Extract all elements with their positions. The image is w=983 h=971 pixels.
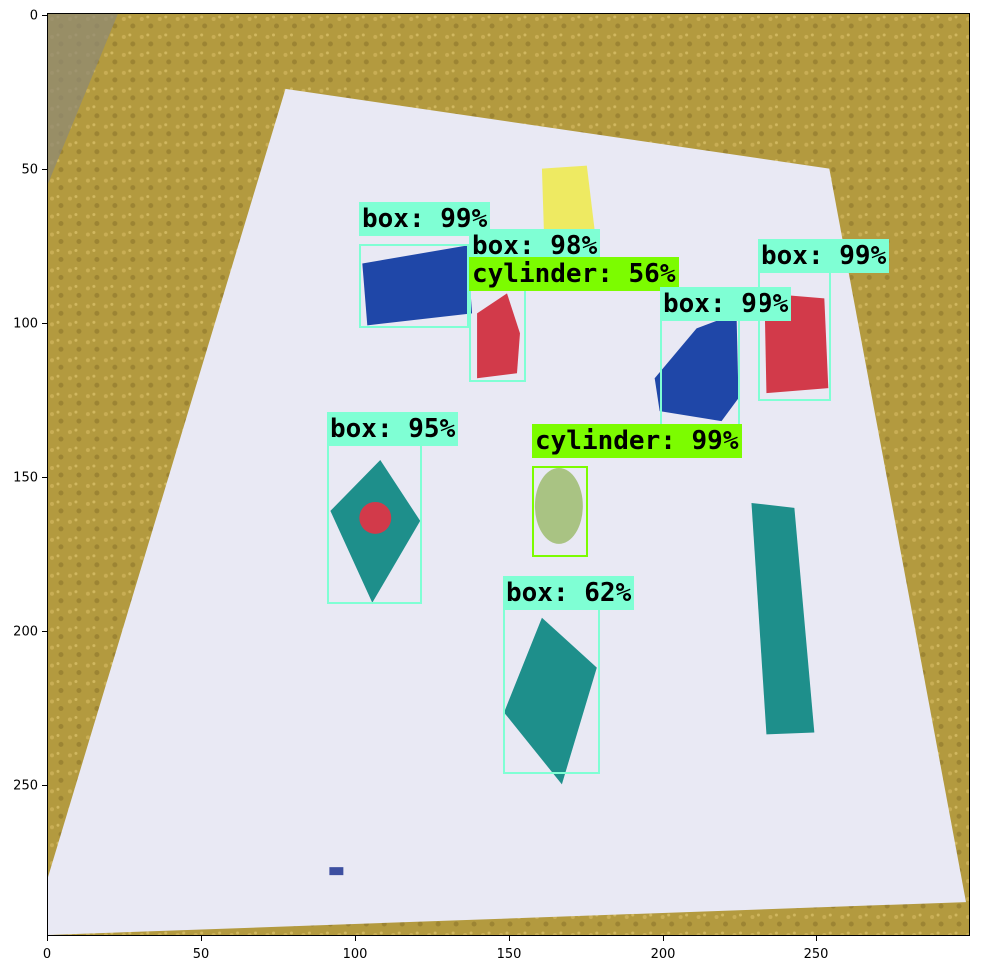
detection-box [359,244,469,328]
paper-mark [329,867,344,876]
detection-label: box: 99% [660,287,792,321]
y-tick-label: 100 [13,316,38,332]
x-tick-mark [355,936,356,941]
x-tick-label: 200 [650,947,676,962]
photo-scene [48,14,969,935]
image-plot-area: box: 99% box: 98% cylinder: 56% box: 99%… [47,13,970,936]
y-tick-mark [42,15,47,16]
detection-box [327,434,422,604]
x-tick-label: 150 [496,947,522,962]
detection-label: box: 99% [758,239,890,273]
detection-box [503,604,600,774]
detection-box [532,466,588,557]
y-tick-label: 150 [13,470,38,486]
x-tick-label: 100 [342,947,368,962]
y-tick-label: 0 [29,8,38,24]
y-tick-mark [42,169,47,170]
y-tick-mark [42,631,47,632]
teal-long-bar [751,502,815,735]
y-tick-mark [42,477,47,478]
detection-label: box: 95% [327,412,459,446]
yellow-block [541,165,595,232]
x-tick-label: 50 [192,947,210,962]
x-tick-label: 250 [803,947,829,962]
detection-box [758,270,831,401]
cylinder-object [534,468,583,544]
x-tick-mark [663,936,664,941]
y-tick-label: 50 [21,162,38,178]
blue-block-left [362,245,473,326]
blue-block-right [654,313,739,422]
red-circle-mark [359,501,392,534]
detection-label: cylinder: 99% [532,424,742,458]
y-tick-mark [42,785,47,786]
y-tick-label: 250 [13,778,38,794]
detection-label: box: 62% [503,576,635,610]
x-tick-mark [201,936,202,941]
y-tick-label: 200 [13,624,38,640]
x-tick-mark [816,936,817,941]
x-tick-mark [47,936,48,941]
detection-box [469,279,526,382]
x-tick-label: 0 [42,947,52,962]
detection-label: box: 99% [359,202,491,236]
detection-label: cylinder: 56% [469,257,679,291]
teal-block-diamond [504,617,597,785]
y-tick-mark [42,323,47,324]
x-tick-mark [509,936,510,941]
red-block-middle [477,293,520,379]
